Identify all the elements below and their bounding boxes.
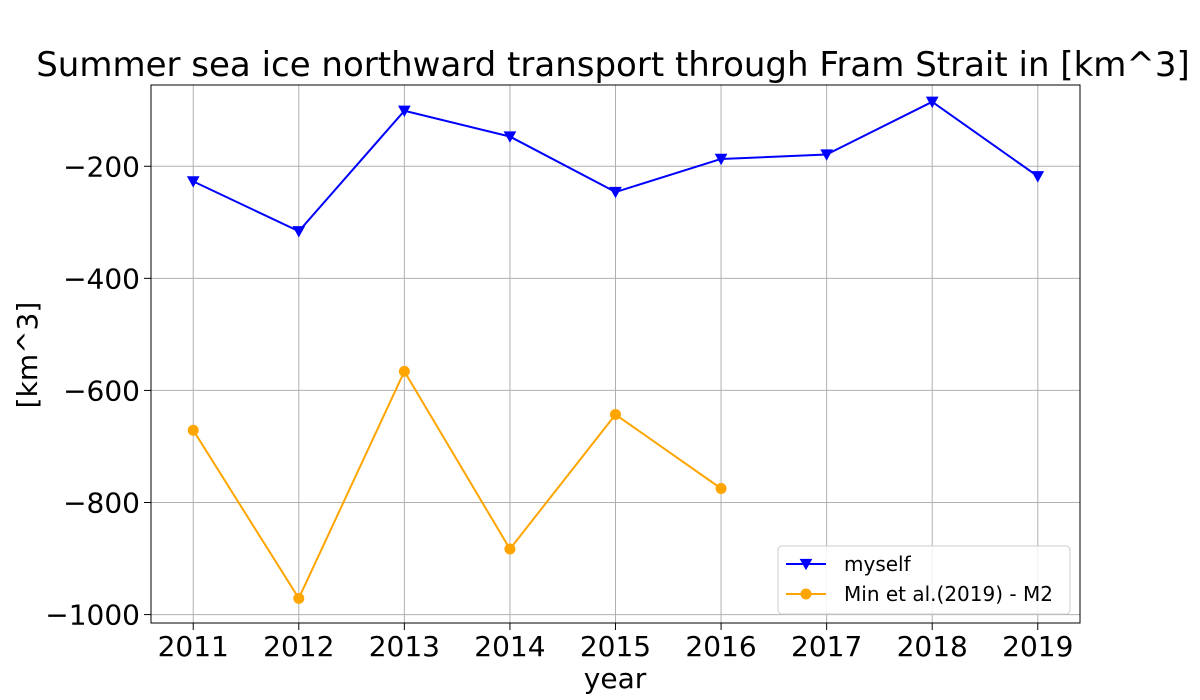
data-point [504, 543, 516, 555]
x-tick-label: 2012 [263, 630, 334, 663]
data-point [292, 226, 306, 238]
data-point [609, 186, 622, 199]
legend-entries: myself Min et al.(2019) - M2 [786, 552, 1053, 606]
legend-label: Min et al.(2019) - M2 [844, 582, 1053, 606]
x-tick-label: 2014 [474, 630, 545, 663]
y-tick-label: −200 [63, 150, 140, 183]
legend-box [777, 545, 1071, 615]
x-tick-label: 2016 [685, 630, 756, 663]
data-point [398, 365, 410, 377]
series-0 [186, 96, 1045, 238]
chart-title: Summer sea ice northward transport throu… [36, 45, 1190, 85]
grid-layer [151, 85, 1080, 623]
x-tick-label: 2013 [369, 630, 440, 663]
data-point [293, 592, 305, 604]
legend-swatch-marker [800, 588, 812, 600]
data-point [186, 176, 200, 188]
data-point [925, 96, 939, 109]
x-tick-label: 2019 [1002, 630, 1073, 663]
data-point [715, 483, 727, 494]
data-point [610, 409, 621, 421]
y-tick-label: −600 [63, 374, 140, 407]
series-1 [187, 365, 727, 604]
legend-entry: myself [786, 552, 912, 576]
legend-label: myself [844, 552, 912, 576]
x-axis-ticks: 2011 2012 2013 2014 2015 2016 2017 2018 2019 [158, 623, 1073, 663]
data-point [714, 153, 728, 166]
y-tick-label: −400 [63, 262, 140, 295]
data-point [820, 149, 833, 161]
y-axis-ticks: −1000 −800 −600 −400 −200 [45, 150, 151, 632]
legend: myself Min et al.(2019) - M2 [777, 545, 1071, 615]
data-point [503, 131, 517, 143]
data-point [187, 424, 199, 436]
data-point [398, 105, 411, 118]
x-tick-label: 2017 [791, 630, 862, 663]
y-tick-label: −800 [63, 487, 140, 520]
x-tick-label: 2011 [158, 630, 229, 663]
legend-entry: Min et al.(2019) - M2 [786, 582, 1053, 606]
legend-swatch-marker [799, 558, 813, 571]
y-axis-label: [km^3] [11, 302, 44, 409]
data-point [1031, 171, 1045, 183]
x-tick-label: 2018 [897, 630, 968, 663]
y-tick-label: −1000 [45, 599, 140, 632]
x-axis-label: year [584, 662, 647, 695]
series-line [192, 370, 722, 600]
series-layer [186, 96, 1045, 604]
x-tick-label: 2015 [580, 630, 651, 663]
